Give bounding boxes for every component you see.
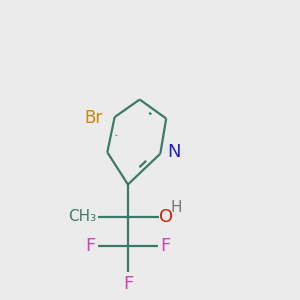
Text: F: F [160,237,170,255]
Text: N: N [167,143,181,161]
Text: O: O [159,208,173,226]
Text: F: F [123,275,133,293]
Text: H: H [171,200,182,214]
Text: F: F [85,237,96,255]
Text: Br: Br [85,109,103,127]
Text: CH₃: CH₃ [68,209,96,224]
